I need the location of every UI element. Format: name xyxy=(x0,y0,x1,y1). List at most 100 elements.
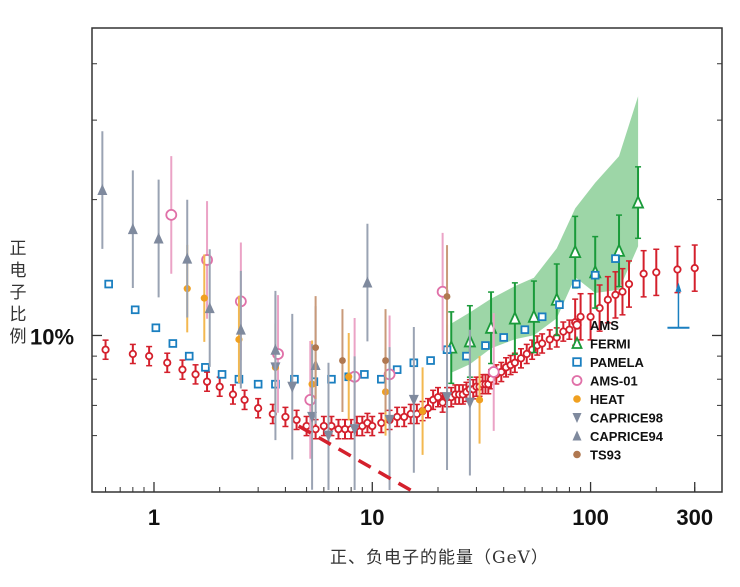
ams-point xyxy=(611,290,620,299)
data-marks xyxy=(97,131,699,490)
legend-marker-pamela xyxy=(572,357,582,367)
x-tick-label: 100 xyxy=(572,505,609,530)
pamela-point xyxy=(611,254,620,263)
ams-point xyxy=(145,352,154,361)
ams-point xyxy=(178,365,187,374)
ams-point xyxy=(228,390,238,399)
heat-point xyxy=(345,373,353,381)
legend-label-fermi: FERMI xyxy=(590,337,630,352)
pamela-point xyxy=(201,363,210,372)
caprice94-point xyxy=(270,343,281,355)
ams-point xyxy=(673,265,682,274)
pamela-point xyxy=(499,333,509,342)
legend-label-ams: AMS xyxy=(590,318,619,333)
ams-point xyxy=(433,393,443,402)
ams-point xyxy=(400,412,409,422)
caprice94-point xyxy=(153,232,164,244)
ams-point xyxy=(101,345,110,354)
legend-label-pamela: PAMELA xyxy=(590,355,645,370)
legend-marker-ts93 xyxy=(573,450,581,459)
ams-point xyxy=(202,377,212,386)
ams-point xyxy=(163,358,172,367)
ams-point xyxy=(423,404,433,413)
caprice94-point xyxy=(362,276,373,288)
pamela-point xyxy=(462,351,471,361)
legend-label-caprice94: CAPRICE94 xyxy=(590,429,664,444)
ts93-point xyxy=(339,357,346,364)
ams-point xyxy=(576,312,585,321)
ams-point xyxy=(545,335,554,344)
ams-point xyxy=(311,425,320,434)
pamela-point xyxy=(555,300,564,310)
ts93-point xyxy=(312,344,320,352)
heat-point xyxy=(200,294,208,302)
heat-point xyxy=(475,396,484,404)
x-tick-label: 10 xyxy=(360,505,384,530)
ams-point xyxy=(639,269,648,278)
legend-marker-ams xyxy=(572,320,582,330)
ams-point xyxy=(690,264,699,273)
x-tick-label: 300 xyxy=(676,505,713,530)
pamela-point xyxy=(537,312,547,322)
ams-01-point xyxy=(487,366,500,378)
legend-label-heat: HEAT xyxy=(590,392,624,407)
caprice94-point xyxy=(235,323,246,335)
ams-point xyxy=(516,354,526,363)
pamela-point xyxy=(130,305,140,315)
ams-point xyxy=(565,325,574,334)
pamela-point xyxy=(151,323,161,333)
ams-point xyxy=(254,404,263,413)
legend-marker-heat xyxy=(573,395,581,403)
pamela-point xyxy=(360,370,369,379)
legend-label-ams-01: AMS-01 xyxy=(590,374,638,389)
ams-point xyxy=(618,287,627,296)
pamela-point xyxy=(571,279,581,289)
heat-point xyxy=(418,407,427,415)
axis-ticks: 1 10 100 300 10% xyxy=(30,63,722,530)
pamela-point xyxy=(392,365,402,374)
limit-arrow-head xyxy=(675,282,682,292)
legend-label-ts93: TS93 xyxy=(590,448,621,463)
legend: AMS FERMI PAMELA AMS-01 HEAT CAPRICE98 CAPRICE… xyxy=(571,318,664,463)
caprice94-point xyxy=(182,252,193,264)
pamela-point xyxy=(426,356,435,365)
ts93-point xyxy=(443,293,451,300)
annotations xyxy=(297,282,690,494)
ams-point xyxy=(393,412,402,422)
caprice94-point xyxy=(127,223,138,235)
ams-point xyxy=(522,349,531,359)
caprice98-point xyxy=(287,381,298,393)
ams-point xyxy=(128,349,137,359)
ams-point xyxy=(319,421,328,431)
pamela-point xyxy=(520,325,530,334)
caprice98-point xyxy=(323,430,334,442)
x-tick-label: 1 xyxy=(148,505,160,530)
ams-point xyxy=(240,395,249,404)
caprice98-point xyxy=(384,414,395,426)
ams-point xyxy=(215,382,224,391)
legend-marker-caprice94 xyxy=(572,430,582,441)
ams-point xyxy=(292,415,301,425)
ams-point xyxy=(191,370,200,379)
pamela-point xyxy=(104,279,113,289)
fermi-band xyxy=(451,96,639,373)
y-tick-label: 10% xyxy=(30,324,74,349)
pamela-point xyxy=(184,351,194,361)
ams-point xyxy=(586,312,595,321)
legend-label-caprice98: CAPRICE98 xyxy=(590,411,663,426)
ams-01-point xyxy=(304,393,317,406)
fermi-point xyxy=(508,310,522,325)
legend-marker-ams-01 xyxy=(571,375,583,386)
caprice98-point xyxy=(349,424,360,436)
pamela-point xyxy=(590,270,600,280)
fermi-error-band xyxy=(451,96,639,373)
fermi-point xyxy=(527,308,541,323)
x-axis-label: 正、负电子的能量（GeV） xyxy=(330,548,549,568)
ams-point xyxy=(652,268,661,277)
y-axis-label: 正电子比例 xyxy=(9,239,27,347)
legend-marker-fermi xyxy=(571,335,583,349)
pamela-point xyxy=(217,370,227,379)
ams-point xyxy=(510,358,519,367)
caprice98-point xyxy=(442,392,453,404)
